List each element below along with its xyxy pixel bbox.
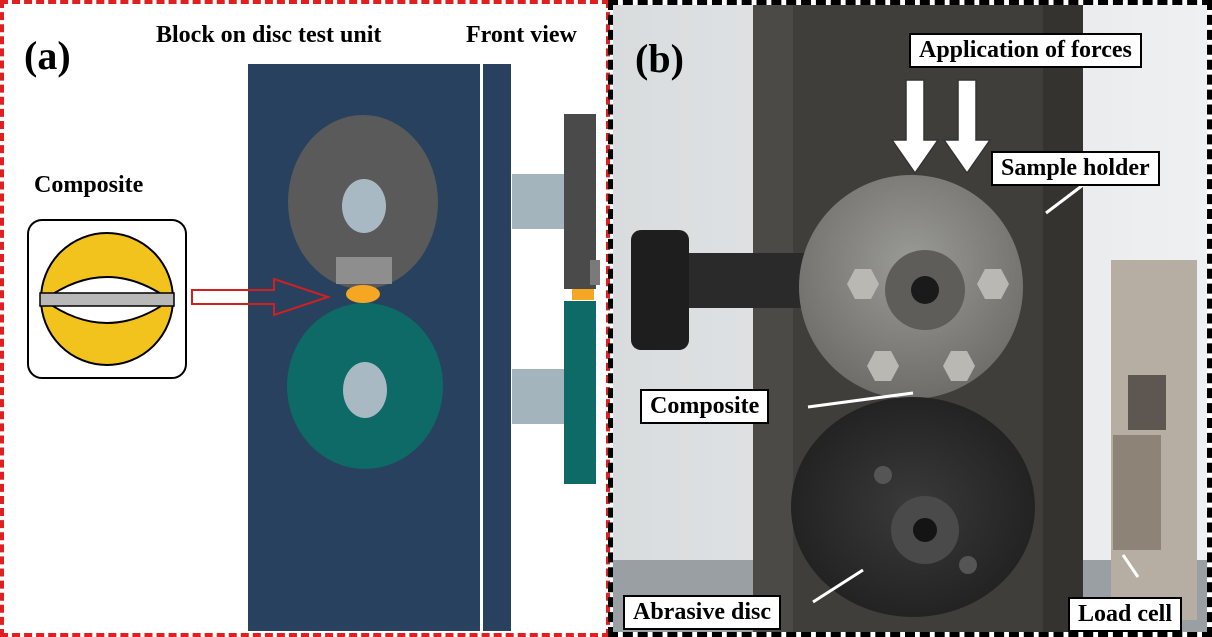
specimen-block [336,257,392,284]
panel-b-letter: (b) [635,36,684,81]
composite-photo-label: Composite [640,389,770,424]
specimen-contact [346,285,380,303]
threaded-rod [673,253,813,308]
forces-label: Application of forces [909,33,1142,68]
bolt-right [977,269,1009,299]
composite-label: Composite [34,172,144,198]
side-specimen [572,289,594,300]
bolt-left [847,269,879,299]
force-arrow-2 [942,79,992,175]
lower-disc-hub [343,362,387,418]
composite-strip [39,292,175,307]
upper-shaft [512,174,567,229]
panel-a-letter: (a) [24,33,71,78]
panel-a-title: Block on disc test unit [156,22,382,48]
sample-holder-label: Sample holder [991,151,1160,186]
knob [631,230,689,350]
plate-side-strip [483,64,511,631]
test-rig-photo [613,5,1207,632]
side-lower-disc [564,301,596,484]
upper-disc-hub [342,179,386,233]
force-arrow-1 [890,79,940,175]
load-cell-label: Load cell [1068,597,1182,632]
pointer-arrow [191,277,332,317]
panel-b-photo: (b) Application of forces Sample holder … [608,0,1212,637]
abrasive-disc-label: Abrasive disc [623,595,781,630]
side-upper-disc [564,114,596,289]
schematic-drawing [27,64,600,631]
lower-shaft [512,369,567,424]
holder-center-hole [911,276,939,304]
panel-a-schematic: (a) Block on disc test unit Front view C… [0,0,610,637]
panel-a-subtitle: Front view [466,22,577,48]
